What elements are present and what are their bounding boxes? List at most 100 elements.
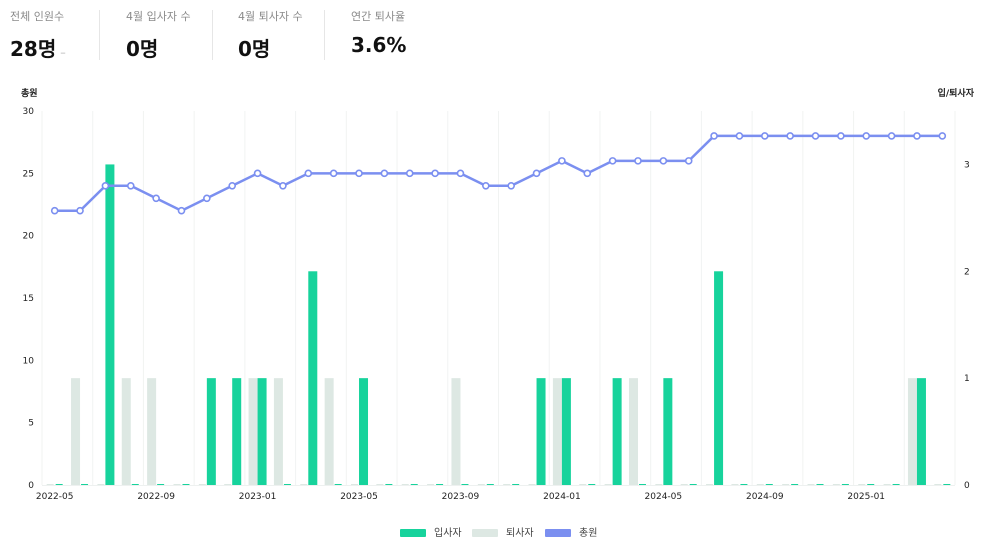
total-point: [862, 132, 871, 140]
total-line: [54, 134, 943, 212]
y-left-tick-label: 20: [23, 232, 35, 242]
total-point: [76, 206, 84, 215]
bar-leave: [756, 484, 764, 485]
y-right-tick-label: 0: [964, 481, 970, 491]
bar-leave: [883, 484, 891, 485]
x-tick-label: 2025-01: [847, 492, 885, 502]
bar-leave: [680, 484, 688, 485]
bar-hire: [612, 378, 622, 485]
chart-bars: [46, 164, 951, 485]
headcount-chart: 0 5 10 15 20 25 30 0 1 2 3 2022-05 2022-09 2023-01 202…: [21, 87, 975, 502]
legend-item-total[interactable]: 총원: [545, 524, 597, 539]
bar-leave: [173, 484, 181, 485]
kpi-label: 4월 퇴사자 수: [238, 10, 303, 23]
total-point: [507, 182, 515, 190]
bar-leave: [300, 484, 308, 485]
bar-hire: [334, 484, 342, 485]
bar-leave: [376, 484, 384, 485]
bar-leave: [706, 484, 714, 485]
bar-hire: [486, 484, 494, 485]
bar-leave: [503, 484, 511, 485]
kpi-leaves-april: 4월 퇴사자 수 0명: [238, 8, 303, 61]
kpi-value-text: 28명: [10, 37, 57, 61]
bar-leave: [907, 378, 917, 485]
total-point: [710, 132, 718, 140]
y-left-tick-label: 0: [28, 481, 34, 491]
bar-leave: [97, 484, 105, 485]
right-axis-title: 입/퇴사자: [938, 87, 975, 99]
kpi-trend: –: [60, 46, 66, 59]
kpi-value: 0명: [126, 37, 159, 61]
legend-label: 입사자: [434, 528, 462, 539]
bar-hire: [689, 484, 697, 485]
y-left-tick-label: 5: [28, 419, 34, 429]
total-point: [177, 206, 186, 215]
bar-hire: [55, 484, 63, 485]
kpi-divider: [324, 10, 325, 60]
bar-leave: [147, 378, 157, 485]
total-point: [659, 157, 668, 165]
bar-hire: [436, 484, 444, 485]
bar-hire: [638, 484, 646, 485]
total-point: [50, 206, 59, 215]
kpi-label: 전체 인원수: [10, 10, 65, 23]
kpi-total-headcount: 전체 인원수 28명 –: [10, 8, 66, 61]
kpi-value: 3.6%: [351, 33, 407, 57]
total-point: [887, 132, 896, 140]
total-point: [608, 157, 617, 165]
bar-leave: [528, 484, 536, 485]
total-point: [253, 169, 262, 178]
total-point: [583, 169, 592, 178]
bar-hire: [765, 484, 773, 485]
total-point: [913, 132, 921, 140]
bar-hire: [283, 484, 291, 485]
bar-hire: [714, 271, 724, 485]
kpi-label: 4월 입사자 수: [126, 10, 191, 23]
bar-leave: [731, 484, 739, 485]
total-point: [304, 169, 313, 178]
total-point: [735, 132, 744, 140]
x-tick-label: 2024-09: [746, 492, 784, 502]
bar-leave: [477, 484, 485, 485]
bar-hire: [206, 378, 216, 485]
bar-leave: [71, 378, 81, 485]
bar-hire: [841, 484, 849, 485]
bar-leave: [579, 484, 587, 485]
legend-item-leaves[interactable]: 퇴사자: [472, 524, 534, 539]
kpi-label: 연간 퇴사율: [351, 10, 406, 23]
left-axis-title: 총원: [21, 87, 38, 99]
total-point: [203, 194, 211, 203]
kpi-value: 0명: [238, 37, 271, 61]
total-point: [811, 132, 820, 140]
bar-hire: [410, 484, 418, 485]
bar-leave: [351, 484, 359, 485]
bar-hire: [359, 378, 369, 485]
total-point: [786, 132, 794, 140]
total-point: [405, 169, 414, 178]
bar-leave: [427, 484, 435, 485]
kpi-divider: [212, 10, 213, 60]
chart-total-line: [50, 132, 947, 215]
bar-hire: [232, 378, 242, 485]
bar-hire: [385, 484, 393, 485]
bar-hire: [308, 271, 318, 485]
total-point: [355, 169, 363, 178]
bar-hire: [892, 484, 900, 485]
chart-axes: 0 5 10 15 20 25 30 0 1 2 3 2022-05 2022-09 2023-01 202…: [23, 107, 970, 502]
legend-swatch-hires: [400, 529, 426, 537]
bar-leave: [401, 484, 409, 485]
bar-hire: [182, 484, 190, 485]
bar-hire: [512, 484, 520, 485]
legend-item-hires[interactable]: 입사자: [400, 524, 462, 539]
bar-hire: [461, 484, 469, 485]
bar-hire: [943, 484, 951, 485]
bar-hire: [791, 484, 799, 485]
bar-leave: [198, 484, 206, 485]
total-point: [456, 169, 465, 178]
bar-leave: [858, 484, 866, 485]
y-right-tick-label: 1: [964, 374, 970, 384]
y-left-tick-label: 25: [23, 169, 34, 179]
bar-leave: [934, 484, 942, 485]
total-point: [938, 132, 947, 140]
total-point: [634, 157, 642, 165]
